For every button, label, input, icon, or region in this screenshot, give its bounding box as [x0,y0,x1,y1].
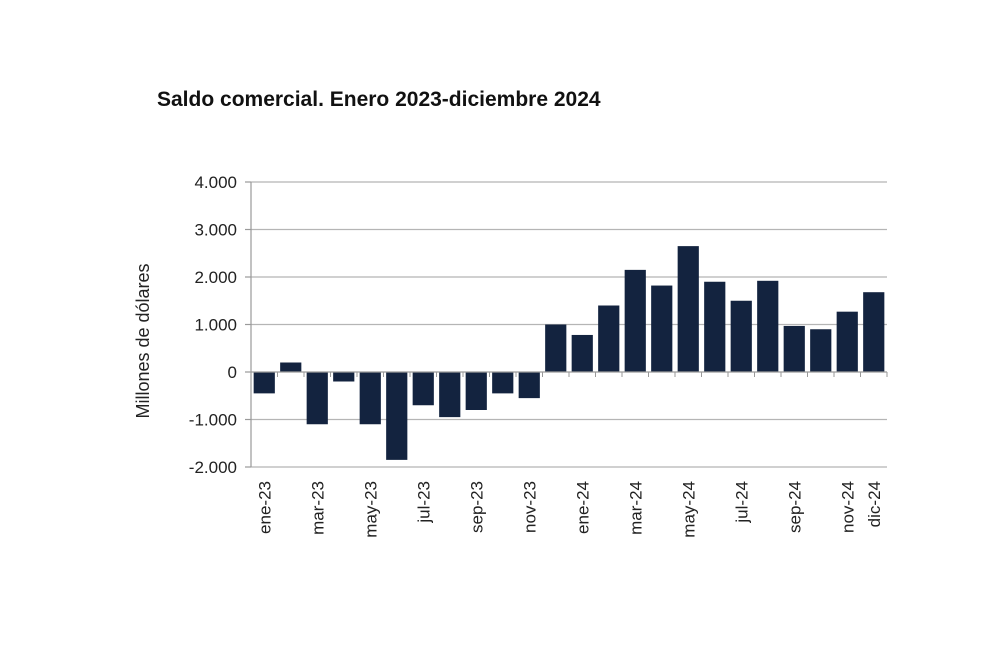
y-tick-label: 4.000 [194,173,237,192]
bar-jul-23 [412,372,434,406]
x-tick-label: sep-24 [785,481,804,533]
bar-dic-23 [545,324,567,372]
bar-may-23 [359,372,381,425]
x-tick-labels: ene-23 mar-23 may-23 jul-23 sep-23 nov-23 ene-… [255,481,884,538]
x-tick-label: jul-24 [732,481,751,524]
bar-nov-24 [836,311,858,372]
x-tick-label: may-23 [361,481,380,538]
x-tick-label: mar-23 [308,481,327,535]
y-tick-labels: 4.000 3.000 2.000 1.000 0 -1.000 -2.000 [189,173,237,477]
bar-abr-23 [333,372,355,382]
gridlines [251,181,887,468]
bar-may-24 [677,246,699,372]
y-tick-label: 1.000 [194,316,237,335]
bar-ago-24 [757,280,779,372]
x-tick-label: nov-23 [520,481,539,533]
bar-abr-24 [651,285,673,372]
bar-feb-24 [598,305,620,372]
bar-nov-23 [518,372,540,399]
bar-jul-24 [730,300,752,372]
x-tick-label: nov-24 [838,481,857,533]
bar-dic-24 [863,292,885,372]
y-axis-title: Millones de dólares [133,263,153,418]
bar-oct-23 [492,372,514,394]
bar-sep-23 [465,372,487,410]
y-tick-label: -2.000 [189,458,237,477]
bar-mar-23 [306,372,328,425]
bar-ene-23 [253,372,275,394]
bar-ago-23 [439,372,461,418]
axes [245,181,888,468]
x-tick-label: dic-24 [865,481,884,527]
bar-sep-24 [783,325,805,372]
bars [253,246,885,460]
y-tick-label: -1.000 [189,411,237,430]
x-tick-label: sep-23 [467,481,486,533]
bar-jun-23 [386,372,408,460]
x-tick-label: mar-24 [626,481,645,535]
x-tick-label: ene-24 [573,481,592,534]
x-tick-label: ene-23 [255,481,274,534]
bar-ene-24 [571,334,593,372]
bar-oct-24 [810,329,832,372]
bar-mar-24 [624,269,646,372]
y-tick-label: 3.000 [194,221,237,240]
y-tick-label: 2.000 [194,268,237,287]
x-tick-label: may-24 [679,481,698,538]
chart-title: Saldo comercial. Enero 2023-diciembre 20… [157,88,601,111]
x-tick-label: jul-23 [414,481,433,524]
y-tick-label: 0 [228,363,237,382]
bar-jun-24 [704,281,726,372]
bar-feb-23 [280,362,302,372]
